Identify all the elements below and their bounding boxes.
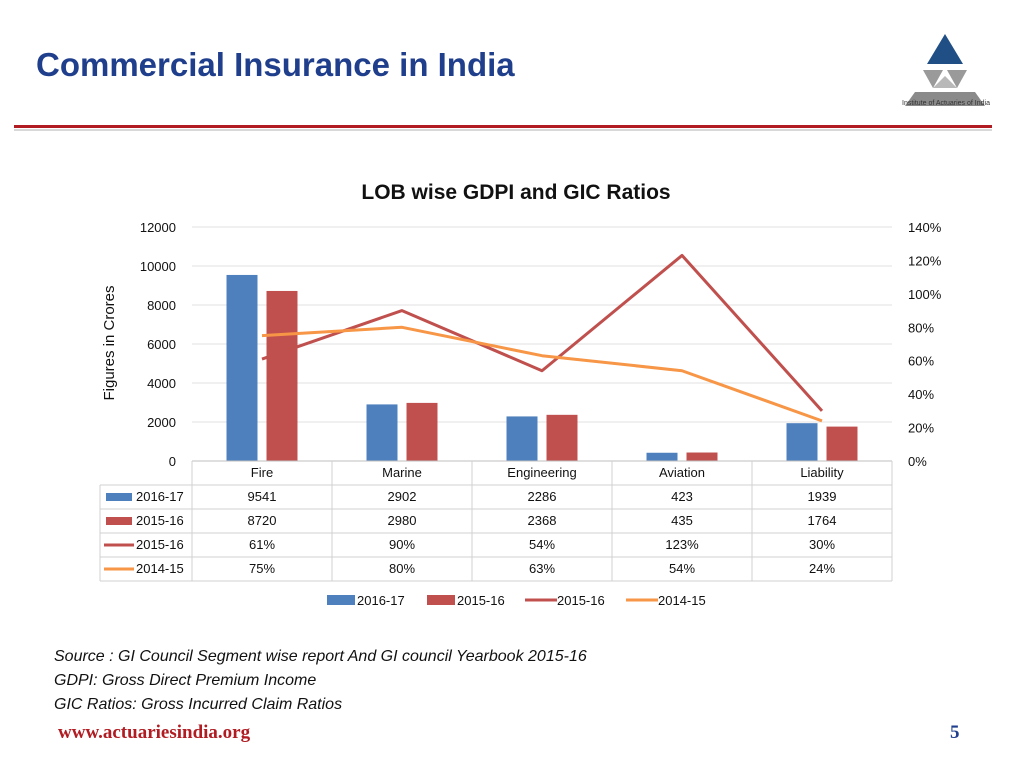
- header-rule-shadow: [14, 129, 992, 131]
- page-number: 5: [950, 722, 960, 743]
- bar-aviation-2015-16: [686, 452, 718, 461]
- bar-engineering-2016-17: [506, 416, 538, 461]
- table-cell: 24%: [809, 561, 835, 576]
- y-tick-label: 0: [169, 454, 176, 469]
- category-label: Fire: [251, 465, 273, 480]
- table-cell: 1764: [808, 513, 837, 528]
- lines: [261, 253, 824, 423]
- y-axis-ticks: 0 2000 4000 6000 8000 10000 12000: [140, 220, 176, 469]
- legend-label: 2014-15: [658, 593, 706, 608]
- category-label: Aviation: [659, 465, 705, 480]
- table-cell: 2368: [528, 513, 557, 528]
- gic-note: GIC Ratios: Gross Incurred Claim Ratios: [54, 696, 343, 713]
- table-series-name: 2015-16: [136, 537, 184, 552]
- footnotes: Source : GI Council Segment wise report …: [54, 645, 587, 717]
- gdpi-gic-chart: LOB wise GDPI and GIC Ratios Figures in …: [99, 181, 942, 608]
- bar-liability-2015-16: [826, 426, 858, 461]
- table-cell: 54%: [529, 537, 555, 552]
- table-cell: 435: [671, 513, 693, 528]
- table-series-name: 2016-17: [136, 489, 184, 504]
- y2-tick-label: 120%: [908, 253, 942, 268]
- table-key-2016-17: [106, 493, 132, 501]
- chart-legend: 2016-17 2015-16 2015-16 2014-15: [327, 593, 706, 608]
- category-label: Marine: [382, 465, 422, 480]
- y-tick-label: 10000: [140, 259, 176, 274]
- bar-aviation-2016-17: [646, 452, 678, 461]
- table-cell: 61%: [249, 537, 275, 552]
- legend-label: 2015-16: [457, 593, 505, 608]
- y2-tick-label: 140%: [908, 220, 942, 235]
- bars: [226, 274, 858, 461]
- y-axis-label: Figures in Crores: [101, 285, 118, 400]
- table-series-name: 2014-15: [136, 561, 184, 576]
- y2-tick-label: 100%: [908, 287, 942, 302]
- table-cell: 2980: [388, 513, 417, 528]
- table-cell: 90%: [389, 537, 415, 552]
- y2-tick-label: 80%: [908, 320, 934, 335]
- y2-tick-label: 0%: [908, 454, 927, 469]
- legend-label: 2016-17: [357, 593, 405, 608]
- bar-marine-2016-17: [366, 404, 398, 461]
- category-label: Liability: [800, 465, 844, 480]
- y-tick-label: 8000: [147, 298, 176, 313]
- y-tick-label: 12000: [140, 220, 176, 235]
- table-series-name: 2015-16: [136, 513, 184, 528]
- source-note: Source : GI Council Segment wise report …: [54, 648, 587, 665]
- data-table: Fire Marine Engineering Aviation Liability 20…: [99, 460, 893, 582]
- table-cell: 75%: [249, 561, 275, 576]
- category-label: Engineering: [507, 465, 576, 480]
- table-cell: 8720: [248, 513, 277, 528]
- legend-key-2016-17: [327, 595, 355, 605]
- y2-tick-label: 60%: [908, 354, 934, 369]
- logo-caption: Institute of Actuaries of India: [902, 100, 990, 107]
- legend-label: 2015-16: [557, 593, 605, 608]
- table-cell: 123%: [665, 537, 699, 552]
- y-tick-label: 6000: [147, 337, 176, 352]
- y2-tick-label: 40%: [908, 387, 934, 402]
- bar-marine-2015-16: [406, 402, 438, 461]
- actuaries-logo-icon: [905, 34, 985, 106]
- y-tick-label: 2000: [147, 415, 176, 430]
- website-link[interactable]: www.actuariesindia.org: [58, 722, 251, 743]
- y2-axis-ticks: 0% 20% 40% 60% 80% 100% 120% 140%: [908, 220, 942, 469]
- gdpi-note: GDPI: Gross Direct Premium Income: [54, 672, 317, 689]
- table-cell: 54%: [669, 561, 695, 576]
- table-key-2015-16: [106, 517, 132, 525]
- legend-key-2015-16: [427, 595, 455, 605]
- bar-liability-2016-17: [786, 423, 818, 461]
- table-cell: 9541: [248, 489, 277, 504]
- slide-title: Commercial Insurance in India: [36, 46, 515, 83]
- table-cell: 2286: [528, 489, 557, 504]
- bar-fire-2015-16: [266, 290, 298, 461]
- chart-title: LOB wise GDPI and GIC Ratios: [361, 181, 670, 204]
- table-cell: 2902: [388, 489, 417, 504]
- line-series-2014-15: [261, 325, 823, 423]
- header-rule: [14, 125, 992, 128]
- y-tick-label: 4000: [147, 376, 176, 391]
- table-cell: 63%: [529, 561, 555, 576]
- y2-tick-label: 20%: [908, 421, 934, 436]
- bar-engineering-2015-16: [546, 414, 578, 461]
- table-cell: 423: [671, 489, 693, 504]
- table-cell: 80%: [389, 561, 415, 576]
- table-cell: 30%: [809, 537, 835, 552]
- table-cell: 1939: [808, 489, 837, 504]
- line-series-2015-16: [261, 253, 824, 412]
- bar-fire-2016-17: [226, 274, 258, 461]
